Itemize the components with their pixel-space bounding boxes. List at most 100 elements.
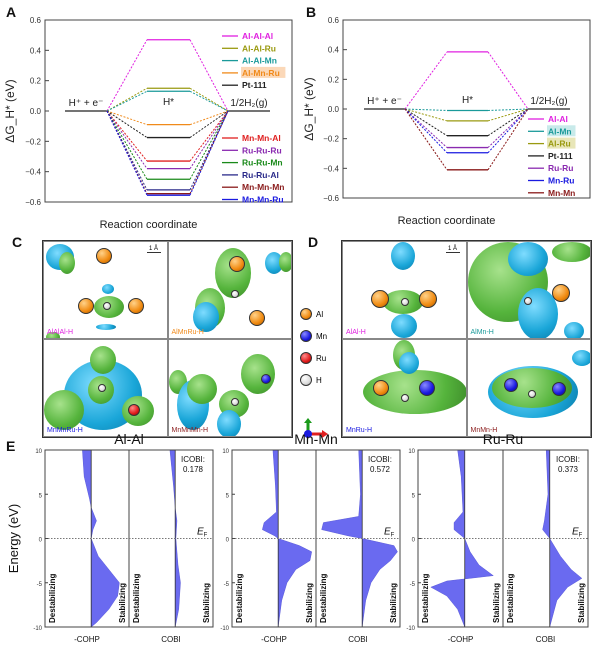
h-atom [401, 298, 409, 306]
connector-line [189, 90, 229, 112]
y-tick-label: 0.6 [328, 16, 340, 25]
y-tick-label: -5 [37, 582, 43, 588]
structure-almnru-h: AlMnRu-H [167, 241, 292, 339]
charge-accumulation [240, 354, 275, 394]
axis-triad-icon [304, 418, 328, 438]
destabilizing-label: Destabilizing [421, 574, 430, 623]
structure-label: MnMnMn-H [171, 427, 209, 434]
legend-label: Al-Al-Ru [242, 43, 276, 53]
legend-mn: Mn [300, 330, 327, 342]
legend-label: Mn-Mn-Mn [242, 182, 284, 192]
x-axis-label: COBI [536, 635, 556, 644]
y-tick-label: 0 [39, 538, 43, 544]
structure-alalal-h: AlAlAl-H 1 Å [43, 241, 168, 339]
destabilizing-label: Destabilizing [48, 574, 57, 623]
y-tick-label: −0.6 [323, 194, 339, 203]
icobi-label: ICOBI: [368, 455, 392, 464]
legend-label: Al-Al-Al [242, 31, 273, 41]
al-atom [419, 290, 437, 308]
subplot-al-al: Al-Al Destabilizing Stabilizing -COHP Destab… [33, 431, 214, 644]
charge-depletion [102, 284, 114, 294]
structure-label: MnRu-H [346, 427, 373, 434]
stabilizing-label: Stabilizing [305, 583, 314, 623]
y-tick-label: -10 [406, 626, 415, 632]
y-tick-label: -5 [410, 582, 416, 588]
charge-depletion [96, 324, 116, 330]
legend-ru: Ru [300, 352, 326, 364]
y-tick-label: −0.2 [323, 135, 339, 144]
subplot-title: Mn-Mn [294, 431, 338, 447]
al-atom [551, 284, 570, 302]
charge-depletion [563, 322, 584, 338]
structure-almn-h: AlMn-H [466, 241, 591, 339]
mn-atom [260, 374, 271, 384]
subplot-title: Al-Al [114, 431, 144, 447]
icobi-value: 0.572 [370, 465, 391, 474]
legend-label: Mn-Ru [548, 176, 574, 186]
cobi-area [321, 449, 398, 628]
connector-line [106, 110, 148, 180]
ru-atom-icon [300, 352, 312, 364]
mn-atom [419, 380, 435, 396]
y-tick-label: -10 [33, 626, 42, 632]
y-tick-label: 0 [226, 538, 230, 544]
connector-line [106, 110, 148, 169]
y-tick-label: 0.4 [328, 46, 340, 55]
subplot-title: Ru-Ru [483, 431, 523, 447]
connector-line [487, 108, 529, 148]
icobi-value: 0.178 [183, 465, 204, 474]
y-tick-label: 10 [35, 449, 42, 455]
connector-line [189, 110, 229, 180]
legend-label: Mn-Mn [548, 188, 575, 198]
y-tick-label: 0.2 [30, 77, 42, 86]
structure-mnmnmn-h: MnMnMn-H [167, 339, 292, 437]
x-axis-label: Reaction coordinate [100, 219, 198, 231]
chart-a: ΔG_H* (eV) 0.6 0.4 0.2 0.0 −0.2 −0.4 −0.6 React… [3, 16, 293, 231]
panel-label-a: A [6, 4, 17, 20]
legend-h: H [300, 374, 322, 386]
connector-line [189, 110, 229, 138]
h-atom [230, 290, 239, 298]
connector-line [404, 108, 448, 154]
legend-label: Al [316, 309, 324, 319]
connector-line [106, 110, 148, 162]
y-tick-label: −0.4 [323, 164, 339, 173]
chart-b: ΔG_H* (eV) 0.6 0.4 0.2 0.0 −0.2 −0.4 −0.6 React… [302, 16, 591, 227]
legend-label: Ru-Ru-Mn [242, 158, 283, 168]
connector-line [189, 39, 229, 112]
legend-label: Mn [316, 331, 328, 341]
mn-atom [503, 378, 518, 392]
structure-alal-h: AlAl-H 1 Å [342, 241, 467, 339]
connector-line [189, 110, 229, 191]
connector-line [189, 110, 229, 194]
y-tick-label: −0.6 [25, 198, 41, 207]
x-axis-label: -COHP [74, 635, 100, 644]
state-label: H* [462, 95, 473, 106]
legend-al: Al [300, 308, 323, 320]
charge-depletion [192, 302, 219, 332]
y-tick-label: 0 [412, 538, 416, 544]
y-tick-label: 0.0 [30, 107, 42, 116]
destabilizing-label: Destabilizing [235, 574, 244, 623]
legend-highlight [547, 125, 576, 137]
al-atom [228, 256, 245, 272]
cobi-area [542, 449, 583, 628]
x-axis-label: COBI [348, 635, 368, 644]
stabilizing-label: Stabilizing [118, 583, 127, 623]
connector-line [487, 51, 529, 110]
legend-label: Al-Mn [548, 126, 572, 136]
legend-label: Al-Al-Mn [242, 56, 277, 66]
icobi-label: ICOBI: [181, 455, 205, 464]
state-label: H⁺ + e⁻ [367, 96, 402, 107]
h-atom [230, 398, 239, 406]
panel-label-c: C [12, 234, 23, 250]
state-label: 1/2H₂(g) [530, 96, 567, 107]
connector-line [106, 90, 148, 112]
charge-depletion [571, 350, 591, 366]
x-axis-label: -COHP [261, 635, 287, 644]
al-atom [371, 290, 389, 308]
fermi-label: EF [197, 527, 208, 539]
destabilizing-label: Destabilizing [506, 574, 515, 623]
legend-label: Al-Al [548, 114, 568, 124]
